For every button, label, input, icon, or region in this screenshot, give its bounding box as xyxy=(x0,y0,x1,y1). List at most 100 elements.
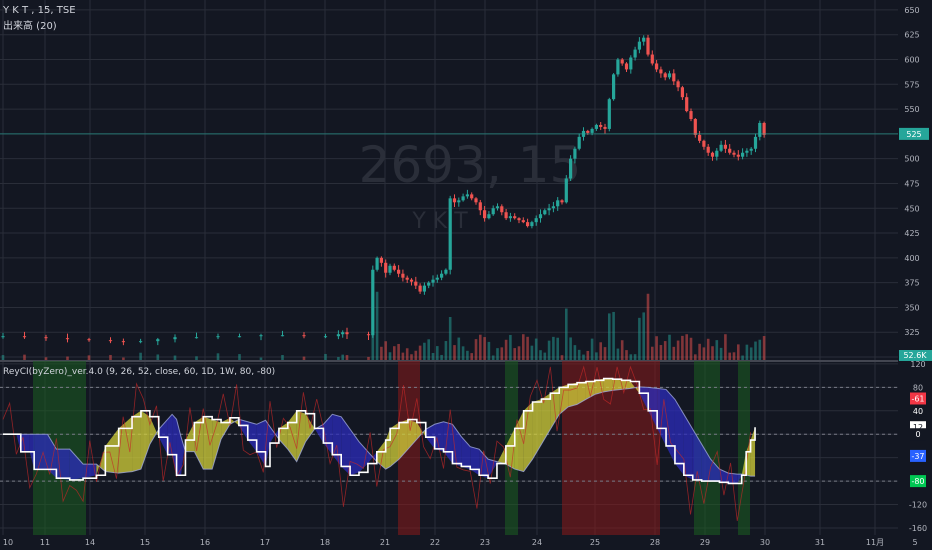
time-tick: 16 xyxy=(200,538,210,547)
indicator-badge xyxy=(910,404,926,417)
volume-bar xyxy=(595,352,598,360)
volume-bar xyxy=(702,347,706,360)
volume-bar xyxy=(517,346,521,360)
cloud-segment xyxy=(666,389,675,464)
cloud-segment xyxy=(737,474,742,484)
volume-bar xyxy=(410,354,413,360)
cloud-segment xyxy=(203,416,213,470)
volume-bar xyxy=(590,338,594,360)
candle-body xyxy=(379,257,383,263)
volume-bar xyxy=(685,334,688,360)
price-tick: 325 xyxy=(904,328,919,337)
volume-label[interactable]: 出来高 (20) xyxy=(3,21,57,32)
candle-body xyxy=(216,336,220,338)
cloud-segment xyxy=(181,436,186,476)
candle-body xyxy=(44,337,48,339)
candle-body xyxy=(336,334,340,337)
volume-bar xyxy=(418,345,422,360)
volume-bar xyxy=(565,308,568,360)
price-candles[interactable] xyxy=(0,34,898,346)
volume-bar xyxy=(749,347,753,360)
volume-bar xyxy=(173,355,177,360)
volume-bar xyxy=(281,355,284,360)
volume-bar xyxy=(470,353,473,360)
lagged-line xyxy=(3,386,756,477)
candle-body xyxy=(121,341,125,343)
volume-bar xyxy=(388,352,392,360)
candle-body xyxy=(719,144,723,151)
indicator-badge xyxy=(910,475,926,488)
candle-body xyxy=(65,338,70,340)
indicator-label[interactable]: ReyCI(byZero)_ver.4.0 (9, 26, 52, close,… xyxy=(3,367,276,377)
volume-bar xyxy=(754,341,757,360)
volume-bar xyxy=(651,346,654,360)
candle-body xyxy=(371,269,375,336)
volume-bar xyxy=(668,334,671,360)
price-tick: 650 xyxy=(904,6,919,15)
cloud-segment xyxy=(603,378,613,392)
volume-bar xyxy=(625,350,628,360)
symbol-label[interactable]: Y K T , 15, TSE xyxy=(3,5,76,16)
volume-bar xyxy=(711,346,714,360)
time-tick: 29 xyxy=(700,538,710,547)
candle-body xyxy=(560,200,564,203)
cloud-segment xyxy=(470,446,480,476)
candle-body xyxy=(521,220,525,223)
candle-body xyxy=(495,206,500,209)
volume-bar xyxy=(491,355,495,360)
volume-badge-text: 52.6K xyxy=(903,351,927,360)
candle-body xyxy=(650,54,654,64)
volume-bar xyxy=(573,345,577,360)
time-tick: 11月 xyxy=(866,538,884,547)
cloud-segment xyxy=(167,414,173,455)
volume-bar xyxy=(440,354,443,360)
volume-bar xyxy=(526,336,529,360)
candle-body xyxy=(483,210,487,219)
candle-body xyxy=(457,200,461,203)
cloud-segment xyxy=(296,410,306,462)
cloud-segment xyxy=(399,419,408,460)
candle-body xyxy=(715,150,719,157)
volume-bar xyxy=(195,356,198,360)
price-tick: 475 xyxy=(904,179,919,188)
volume-bar xyxy=(694,354,697,360)
cloud-segment xyxy=(728,473,738,484)
volume-bar xyxy=(534,338,538,360)
cloud-segment xyxy=(452,424,462,467)
candle-body xyxy=(427,282,431,286)
volume-bar xyxy=(23,354,26,360)
time-tick: 31 xyxy=(815,538,825,547)
volume-bar xyxy=(689,337,693,360)
volume-bar xyxy=(444,341,448,360)
volume-bar xyxy=(216,353,220,360)
cloud-segment xyxy=(710,459,720,483)
cloud-segment xyxy=(229,417,239,426)
candle-body xyxy=(547,208,551,211)
cloud-segment xyxy=(385,428,391,470)
indicator-badge xyxy=(910,392,926,405)
candle-body xyxy=(745,150,749,153)
candle-body xyxy=(624,63,629,70)
candle-body xyxy=(388,265,392,273)
candle-body xyxy=(629,57,633,70)
last-price-text: 525 xyxy=(906,130,921,139)
candle-body xyxy=(594,124,598,129)
time-tick: 15 xyxy=(140,538,150,547)
cloud-segment xyxy=(118,416,133,474)
indicator-pane[interactable] xyxy=(0,365,898,521)
volume-bar xyxy=(629,354,633,360)
volume-bar xyxy=(487,341,491,360)
indicator-badge-text: 0 xyxy=(915,430,920,439)
volume-bar xyxy=(474,339,478,360)
candle-body xyxy=(732,152,736,155)
cloud-segment xyxy=(69,449,84,480)
cloud-segment xyxy=(105,428,119,474)
signal-line xyxy=(3,377,756,485)
volume-bar xyxy=(156,354,160,360)
candle-body xyxy=(655,63,659,70)
oscillator-line xyxy=(2,365,751,521)
cloud-segment xyxy=(701,444,711,482)
time-tick: 10 xyxy=(3,538,13,547)
volume-bar xyxy=(745,344,749,360)
